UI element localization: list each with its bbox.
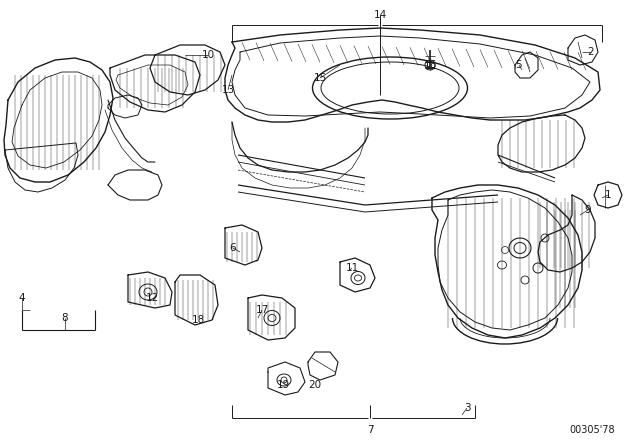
Text: 11: 11 xyxy=(346,263,358,273)
Text: 5: 5 xyxy=(516,60,522,70)
Text: 8: 8 xyxy=(61,313,68,323)
Text: 18: 18 xyxy=(191,315,205,325)
Text: 20: 20 xyxy=(308,380,321,390)
Text: 13: 13 xyxy=(221,85,235,95)
Text: 19: 19 xyxy=(276,380,290,390)
Text: 1: 1 xyxy=(605,190,611,200)
Text: 6: 6 xyxy=(230,243,236,253)
Text: 3: 3 xyxy=(464,403,470,413)
Text: 2: 2 xyxy=(588,47,595,57)
Text: 00305'78: 00305'78 xyxy=(569,425,615,435)
Text: 15: 15 xyxy=(314,73,326,83)
Text: 14: 14 xyxy=(373,10,387,20)
Text: 12: 12 xyxy=(145,293,159,303)
Text: 9: 9 xyxy=(585,205,591,215)
Text: 7: 7 xyxy=(367,425,373,435)
Text: 17: 17 xyxy=(255,305,269,315)
Text: 4: 4 xyxy=(19,293,26,303)
Text: 10: 10 xyxy=(202,50,214,60)
Text: 16: 16 xyxy=(424,60,436,70)
